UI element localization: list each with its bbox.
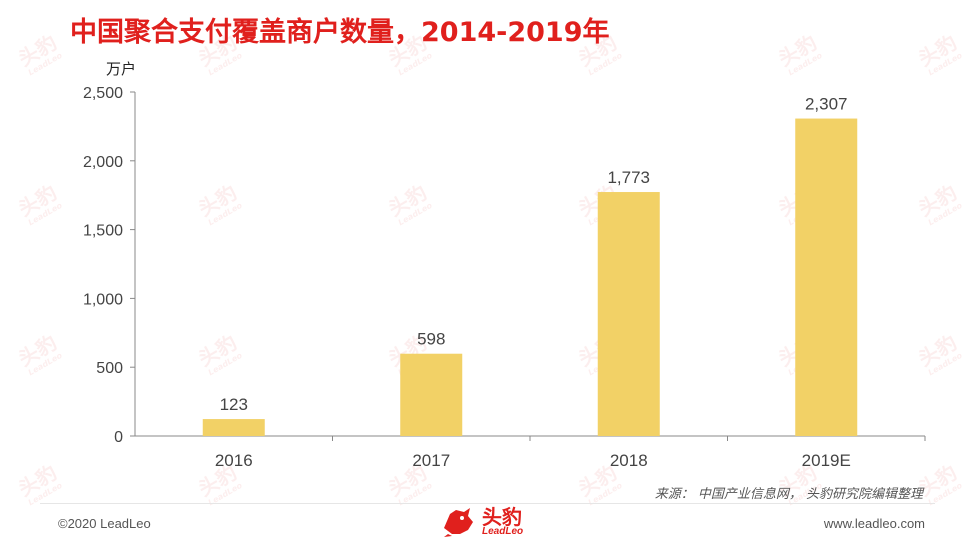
logo-en-text: LeadLeo	[482, 526, 524, 537]
brand-logo: 头豹 LeadLeo	[440, 506, 523, 538]
x-tick-label: 2018	[610, 451, 648, 470]
data-label: 123	[220, 395, 248, 414]
logo-cn-text: 头豹	[482, 505, 522, 529]
bar-2017	[400, 353, 463, 436]
x-tick-label: 2017	[412, 451, 450, 470]
data-label: 1,773	[607, 168, 650, 187]
x-tick-label: 2016	[215, 451, 253, 470]
website-link[interactable]: www.leadleo.com	[823, 516, 925, 531]
page-title: 中国聚合支付覆盖商户数量，2014-2019年	[70, 17, 610, 48]
bar-2018	[597, 192, 660, 436]
bar-2016	[202, 419, 265, 436]
y-tick-label: 500	[96, 360, 123, 377]
y-tick-label: 2,000	[83, 154, 123, 171]
y-axis-unit: 万户	[106, 60, 137, 78]
copyright-text: ©2020 LeadLeo	[58, 516, 151, 531]
footer-divider	[40, 503, 935, 504]
data-label: 2,307	[805, 95, 848, 114]
y-tick-label: 0	[114, 429, 123, 446]
bar-2019e	[795, 118, 858, 437]
x-tick-label: 2019E	[802, 451, 851, 470]
data-label: 598	[417, 330, 445, 349]
source-note: 来源： 中国产业信息网， 头豹研究院编辑整理	[654, 487, 923, 502]
y-tick-label: 2,500	[83, 85, 123, 102]
y-tick-label: 1,500	[83, 223, 123, 240]
leopard-head-icon	[444, 508, 473, 537]
y-tick-label: 1,000	[83, 291, 123, 308]
